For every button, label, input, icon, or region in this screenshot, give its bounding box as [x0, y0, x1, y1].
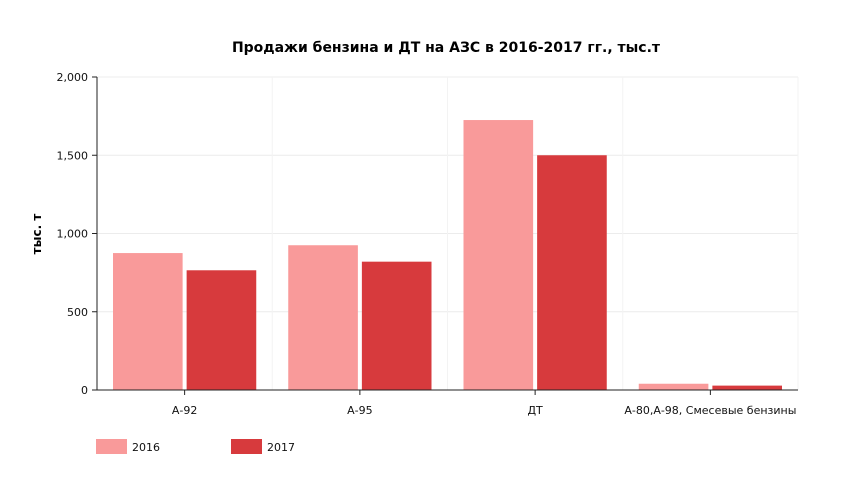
legend-swatch-2017 [231, 439, 262, 454]
y-tick-label: 1,500 [57, 149, 89, 162]
y-axis-label: тыс. т [30, 214, 44, 255]
legend: 2016 2017 [96, 439, 295, 454]
y-tick-label: 1,000 [57, 228, 89, 241]
y-tick-label: 0 [81, 384, 88, 397]
bar-2017-3 [712, 385, 782, 390]
y-tick-labels: 0 500 1,000 1,500 2,000 [57, 71, 89, 397]
y-tick-label: 2,000 [57, 71, 89, 84]
bar-2016-3 [638, 383, 709, 390]
gridlines [97, 76, 799, 390]
x-tick-label: А-92 [172, 404, 198, 417]
bar-2016-1 [288, 245, 358, 390]
bars-group [113, 120, 782, 390]
bar-2017-0 [186, 270, 257, 390]
legend-swatch-2016 [96, 439, 127, 454]
bar-2016-0 [113, 253, 183, 390]
legend-label-2016: 2016 [132, 441, 160, 454]
bar-2016-2 [463, 120, 534, 390]
legend-label-2017: 2017 [267, 441, 295, 454]
y-tick-label: 500 [67, 306, 88, 319]
x-tick-label: ДТ [527, 404, 543, 417]
x-tick-labels: А-92 А-95 ДТ А-80,А-98, Смесевые бензины [172, 404, 797, 417]
axes [92, 76, 798, 395]
bar-2017-2 [537, 155, 607, 390]
chart-title: Продажи бензина и ДТ на АЗС в 2016-2017 … [232, 40, 661, 56]
x-tick-label: А-80,А-98, Смесевые бензины [624, 404, 796, 417]
x-tick-label: А-95 [347, 404, 373, 417]
bar-2017-1 [361, 261, 432, 390]
